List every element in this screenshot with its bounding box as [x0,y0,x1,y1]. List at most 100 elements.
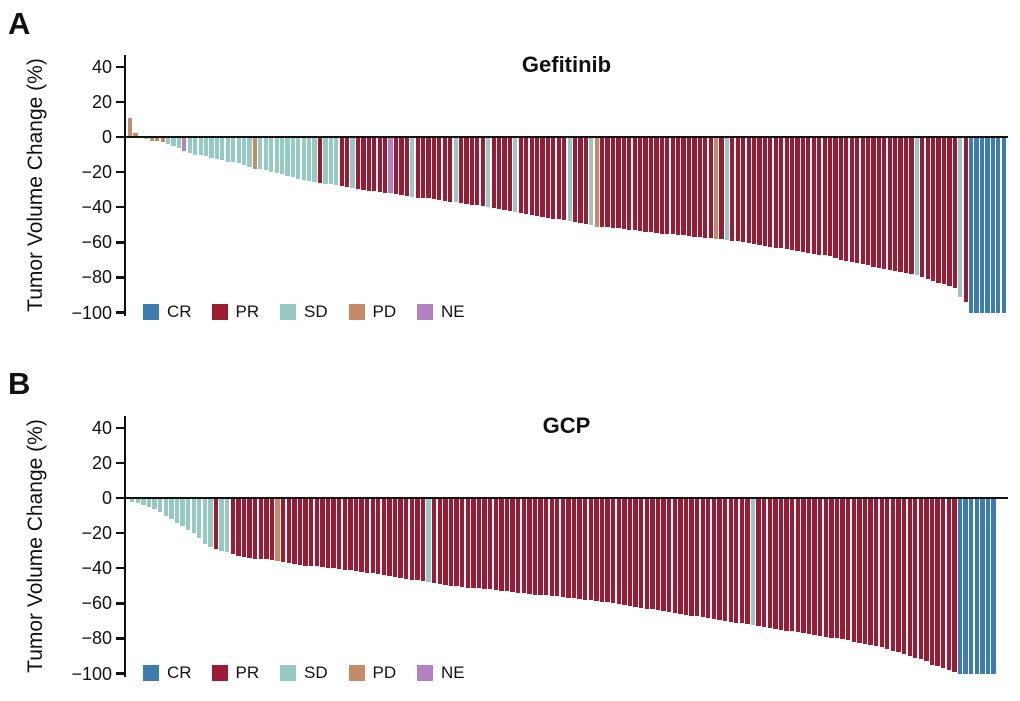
legend-label: NE [441,663,465,682]
patient-bar-pr [583,137,588,224]
patient-bar-pr [827,137,833,257]
patient-bar-pr [860,137,865,265]
patient-bar-pr [734,498,739,623]
patient-bar-sd [328,137,333,185]
patient-bar-pr [784,137,789,250]
patient-bar-pr [415,137,420,198]
patient-bar-sd [219,498,224,551]
patient-bar-pr [605,498,610,603]
patient-bar-pr [404,137,409,196]
patient-bar-pr [913,498,918,658]
patient-bar-pr [823,498,828,637]
patient-bar-pr [678,498,683,614]
panel-a-label: A [8,6,31,41]
y-tick-mark [116,637,124,640]
patient-bar-pr [431,137,437,200]
patient-bar-cr [980,498,985,674]
y-tick-mark [116,205,124,209]
patient-bar-pr [545,137,550,218]
patient-bar-pr [778,498,784,630]
patient-bar-pr [746,137,751,244]
y-tick-mark [116,135,124,139]
y-tick-label: −80 [81,628,112,649]
patient-bar-sd [301,137,306,180]
y-tick-label: −60 [81,232,112,253]
patient-bar-pr [529,137,534,216]
patient-bar-pr [845,498,851,641]
patient-bar-pr [476,498,482,589]
patient-bar-cr [996,137,1001,313]
patient-bar-cr [969,498,974,674]
y-tick-label: −100 [71,663,112,684]
patient-bar-pr [851,498,856,642]
patient-bar-cr [963,498,968,674]
patient-bar-pr [692,137,697,238]
patient-bar-pd [133,133,138,137]
patient-bar-pr [571,498,577,599]
patient-bar-pr [355,137,361,189]
patient-bar-pr [689,498,694,616]
y-tick-label: −20 [81,162,112,183]
patient-bar-sd [165,137,171,145]
patient-bar-pr [706,498,711,619]
patient-bar-pr [527,498,532,594]
patient-bar-sd [241,137,247,166]
patient-bar-pr [507,137,513,211]
patient-bar-pr [898,137,903,273]
patient-bar-pr [281,498,286,563]
patient-bar-sd [157,498,163,513]
chart-b-zero-line [122,496,1008,500]
patient-bar-pr [659,137,664,234]
patient-bar-pr [639,498,644,608]
legend-label: PR [235,302,260,321]
patient-bar-pr [551,137,556,219]
patient-bar-sd [225,498,230,553]
patient-bar-sd [334,137,339,186]
patient-bar-pr [703,137,708,238]
patient-bar-pr [426,137,431,199]
patient-bar-pr [258,498,263,560]
patient-bar-pr [556,137,561,220]
patient-bar-pr [670,137,675,235]
patient-bar-pr [931,137,936,281]
patient-bar-pr [437,498,442,584]
patient-bar-sd [187,137,192,153]
patient-bar-pr [784,498,789,631]
y-tick-label: −100 [71,302,112,323]
patient-bar-pr [518,137,523,214]
patient-bar-sd [135,498,140,504]
patient-bar-sd [258,137,263,170]
legend-item-pd: PD [348,302,397,321]
patient-bar-pr [633,498,638,607]
y-tick-mark [116,461,124,465]
patient-bar-pr [920,137,925,278]
patient-bar-pr [871,137,876,267]
legend-label: PD [372,302,397,321]
patient-bar-pr [292,498,297,564]
patient-bar-pr [722,498,728,621]
patient-bar-pr [862,498,868,644]
patient-bar-pr [392,498,398,577]
patient-bar-pr [672,498,677,613]
y-tick-mark [116,170,124,174]
patient-bar-pr [387,498,392,577]
patient-bar-pr [946,498,952,670]
patient-bar-sd [185,498,191,530]
patient-bar-pr [532,498,538,595]
patient-bar-pr [253,498,258,559]
patient-bar-pr [393,137,399,195]
patient-bar-pd [594,137,599,227]
patient-bar-pr [739,498,745,624]
patient-bar-pr [929,498,935,665]
patient-bar-pr [236,498,241,556]
patient-bar-pr [409,498,415,580]
patient-bar-pr [599,498,605,602]
patient-bar-pr [421,137,426,199]
patient-bar-pr [502,137,507,210]
patient-bar-pr [700,498,705,618]
patient-bar-pr [540,137,545,217]
patient-bar-pr [829,498,834,638]
patient-bar-pr [578,137,583,223]
legend-item-pd: PD [348,664,396,681]
patient-bar-pr [521,498,526,593]
